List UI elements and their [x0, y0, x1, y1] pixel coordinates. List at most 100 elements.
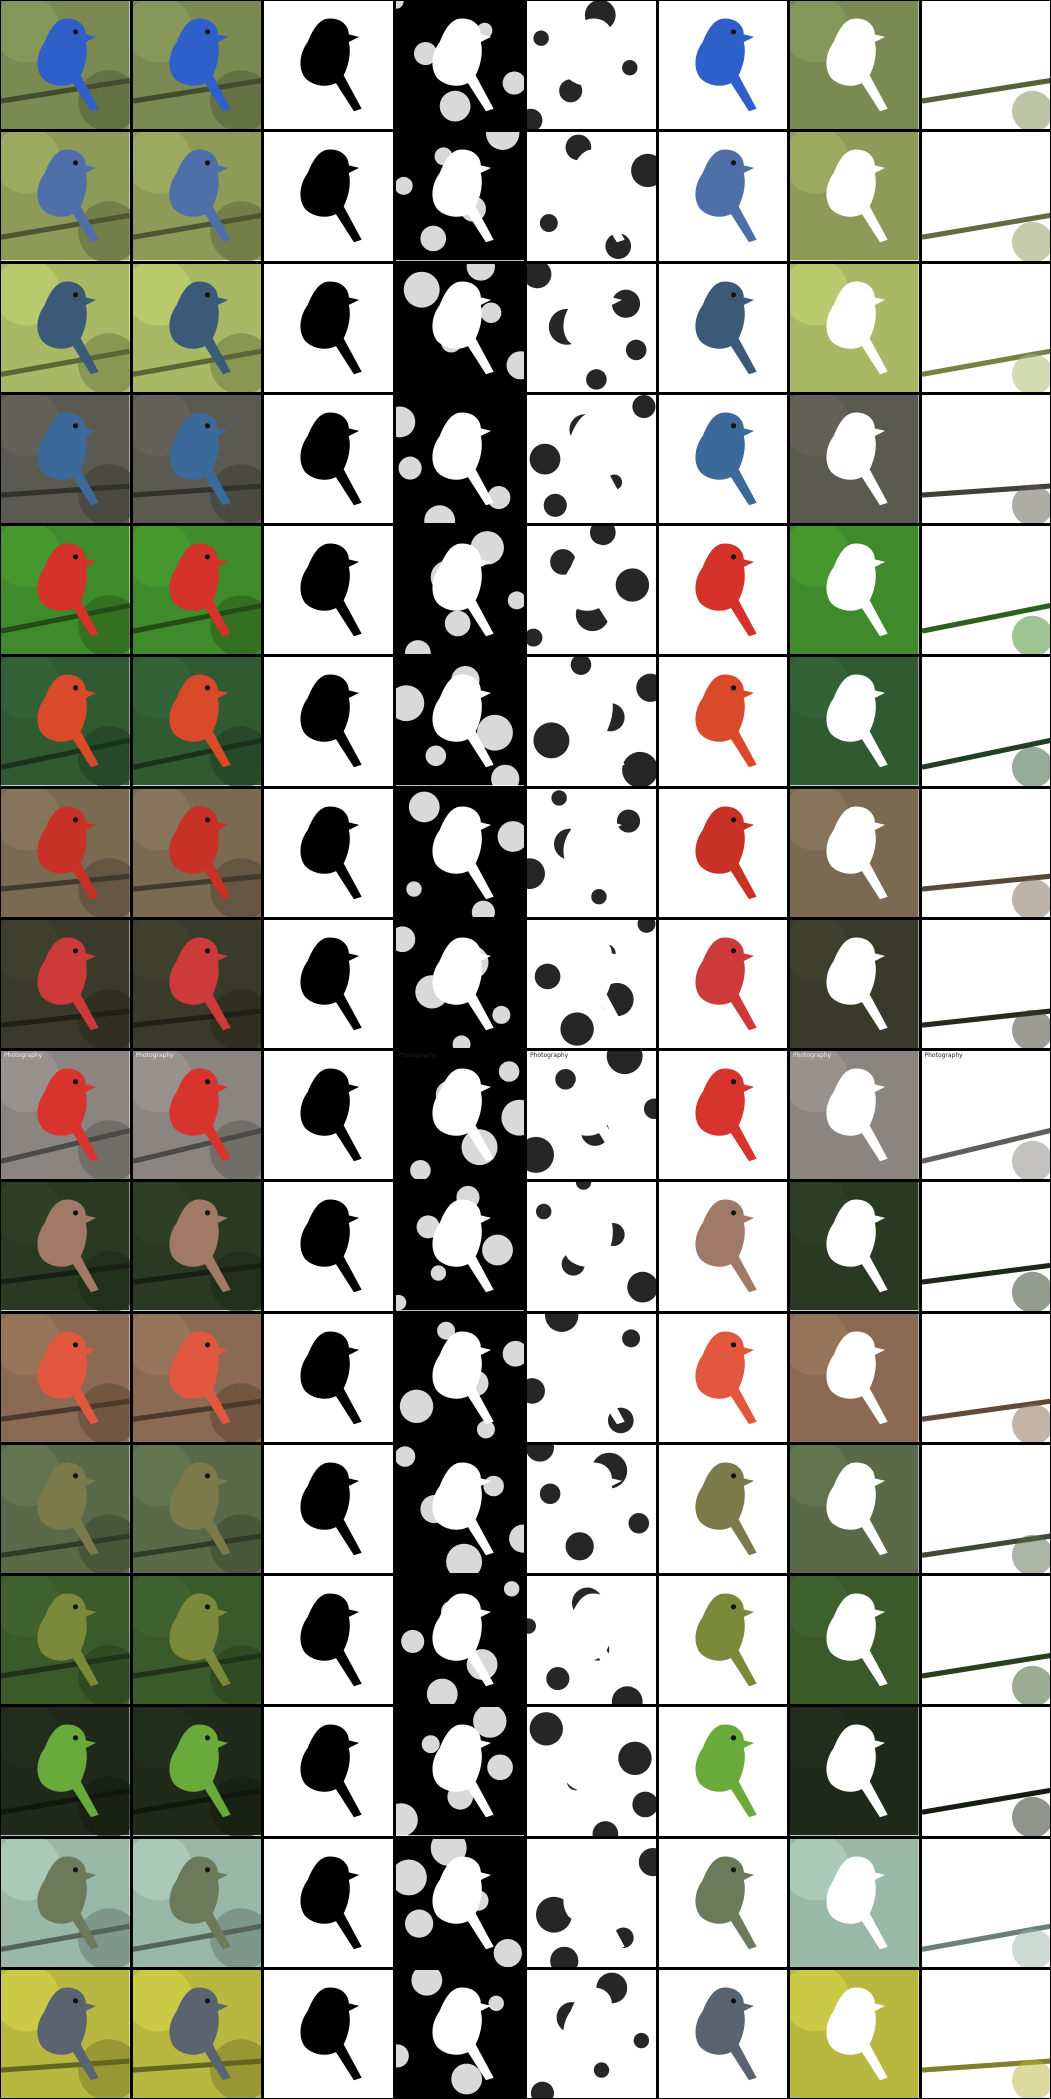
- background-2-image: [921, 1182, 1050, 1311]
- cell-reconstruction-row-14: [132, 1707, 261, 1836]
- cell-background-mask-row-12: [395, 1444, 524, 1573]
- cell-background-row-3: [790, 263, 919, 392]
- cell-object-mask-row-3: [264, 263, 393, 392]
- background-mask-2-image: [527, 1051, 656, 1180]
- foreground-image: [658, 788, 787, 917]
- object-mask-image: [264, 1707, 393, 1836]
- input-image: [1, 1969, 130, 2098]
- cell-input-row-2: [1, 132, 130, 261]
- object-mask-image: [264, 394, 393, 523]
- foreground-image: [658, 1576, 787, 1705]
- cell-background-2-row-6: [921, 657, 1050, 786]
- reconstruction-image: [132, 1313, 261, 1442]
- background-mask-image: [395, 1576, 524, 1705]
- background-mask-image: [395, 1444, 524, 1573]
- background-mask-2-image: [527, 263, 656, 392]
- cell-background-row-6: [790, 657, 919, 786]
- cell-input-row-12: [1, 1444, 130, 1573]
- watermark-text: Photography: [398, 1052, 437, 1059]
- background-mask-2-image: [527, 1576, 656, 1705]
- reconstruction-image: [132, 1969, 261, 2098]
- input-image: [1, 526, 130, 655]
- cell-foreground-row-2: [658, 132, 787, 261]
- cell-background-mask-row-6: [395, 657, 524, 786]
- cell-background-mask-2-row-11: [527, 1313, 656, 1442]
- cell-foreground-row-6: [658, 657, 787, 786]
- object-mask-image: [264, 1576, 393, 1705]
- cell-background-mask-2-row-4: [527, 394, 656, 523]
- object-mask-image: [264, 1969, 393, 2098]
- cell-object-mask-row-12: [264, 1444, 393, 1573]
- cell-input-row-1: [1, 1, 130, 130]
- background-2-image: [921, 1969, 1050, 2098]
- cell-background-2-row-4: [921, 394, 1050, 523]
- background-mask-2-image: [527, 1707, 656, 1836]
- foreground-image: [658, 526, 787, 655]
- background-image: [790, 788, 919, 917]
- reconstruction-image: [132, 1, 261, 130]
- background-image: [790, 526, 919, 655]
- cell-background-2-row-13: [921, 1576, 1050, 1705]
- foreground-image: [658, 1051, 787, 1180]
- foreground-image: [658, 919, 787, 1048]
- cell-foreground-row-10: [658, 1182, 787, 1311]
- cell-foreground-row-3: [658, 263, 787, 392]
- background-image: [790, 1576, 919, 1705]
- foreground-image: [658, 1838, 787, 1967]
- background-mask-image: [395, 1969, 524, 2098]
- reconstruction-image: [132, 1707, 261, 1836]
- cell-background-mask-row-15: [395, 1838, 524, 1967]
- background-mask-2-image: [527, 1838, 656, 1967]
- cell-background-mask-row-5: [395, 526, 524, 655]
- reconstruction-image: [132, 657, 261, 786]
- cell-background-row-15: [790, 1838, 919, 1967]
- background-mask-image: [395, 132, 524, 261]
- cell-object-mask-row-5: [264, 526, 393, 655]
- reconstruction-image: [132, 1576, 261, 1705]
- cell-foreground-row-15: [658, 1838, 787, 1967]
- object-mask-image: [264, 788, 393, 917]
- background-mask-2-image: [527, 394, 656, 523]
- cell-background-row-14: [790, 1707, 919, 1836]
- cell-background-2-row-14: [921, 1707, 1050, 1836]
- background-mask-image: [395, 1182, 524, 1311]
- cell-background-row-8: [790, 919, 919, 1048]
- cell-background-mask-2-row-12: [527, 1444, 656, 1573]
- cell-foreground-row-13: [658, 1576, 787, 1705]
- background-2-image: [921, 1707, 1050, 1836]
- cell-foreground-row-1: [658, 1, 787, 130]
- cell-input-row-7: [1, 788, 130, 917]
- cell-object-mask-row-4: [264, 394, 393, 523]
- cell-background-mask-row-3: [395, 263, 524, 392]
- background-mask-image: [395, 919, 524, 1048]
- input-image: [1, 263, 130, 392]
- cell-background-mask-row-9: Photography: [395, 1051, 524, 1180]
- cell-background-2-row-10: [921, 1182, 1050, 1311]
- cell-object-mask-row-1: [264, 1, 393, 130]
- cell-background-mask-row-11: [395, 1313, 524, 1442]
- foreground-image: [658, 1444, 787, 1573]
- cell-object-mask-row-9: [264, 1051, 393, 1180]
- cell-foreground-row-16: [658, 1969, 787, 2098]
- cell-foreground-row-5: [658, 526, 787, 655]
- cell-input-row-15: [1, 1838, 130, 1967]
- cell-background-mask-2-row-16: [527, 1969, 656, 2098]
- cell-background-mask-2-row-3: [527, 263, 656, 392]
- cell-foreground-row-12: [658, 1444, 787, 1573]
- cell-background-row-10: [790, 1182, 919, 1311]
- cell-background-2-row-8: [921, 919, 1050, 1048]
- background-2-image: [921, 657, 1050, 786]
- cell-background-2-row-11: [921, 1313, 1050, 1442]
- cell-object-mask-row-15: [264, 1838, 393, 1967]
- cell-background-2-row-1: [921, 1, 1050, 130]
- background-mask-2-image: [527, 1444, 656, 1573]
- background-2-image: [921, 1576, 1050, 1705]
- cell-background-mask-row-13: [395, 1576, 524, 1705]
- cell-background-mask-2-row-10: [527, 1182, 656, 1311]
- background-image: [790, 1051, 919, 1180]
- object-mask-image: [264, 526, 393, 655]
- cell-background-mask-row-10: [395, 1182, 524, 1311]
- cell-background-2-row-3: [921, 263, 1050, 392]
- cell-background-row-9: Photography: [790, 1051, 919, 1180]
